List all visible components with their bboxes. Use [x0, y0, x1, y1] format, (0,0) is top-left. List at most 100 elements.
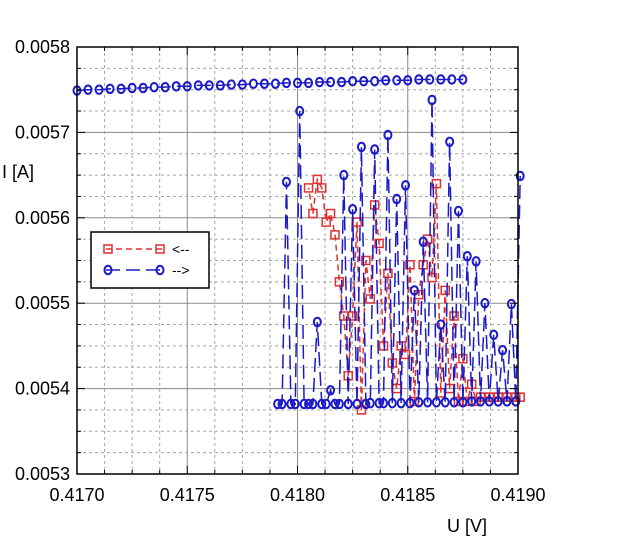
legend-label: <--	[172, 241, 190, 257]
data-point	[281, 176, 291, 188]
data-point	[418, 236, 428, 247]
data-point	[348, 204, 358, 215]
data-point	[321, 217, 331, 227]
data-point	[299, 398, 309, 410]
y-tick-label: 0.0054	[15, 379, 70, 399]
y-tick-label: 0.0056	[15, 208, 70, 228]
series-1	[72, 74, 468, 96]
data-point	[431, 178, 442, 189]
data-point	[312, 316, 322, 328]
data-point	[427, 94, 437, 106]
data-point	[440, 397, 450, 408]
data-point	[498, 344, 508, 356]
data-point	[326, 76, 336, 88]
data-point	[423, 397, 433, 408]
data-point	[396, 341, 406, 351]
data-point	[409, 285, 419, 296]
data-point	[396, 397, 406, 409]
data-point	[337, 76, 347, 88]
data-point	[361, 255, 371, 266]
data-point	[248, 78, 258, 89]
x-tick-label: 0.4180	[270, 485, 325, 505]
y-tick-label: 0.0055	[15, 293, 70, 313]
series-line	[76, 78, 463, 92]
data-point	[303, 183, 314, 193]
legend: <-- -->	[90, 231, 210, 289]
data-point	[447, 74, 457, 85]
data-point	[403, 75, 413, 86]
x-tick-label: 0.4175	[160, 485, 215, 505]
data-point	[445, 136, 455, 147]
data-point	[427, 272, 437, 283]
data-point	[182, 81, 192, 92]
data-point	[365, 294, 376, 304]
x-axis-label: U [V]	[447, 516, 487, 536]
data-point	[116, 83, 126, 95]
data-point	[94, 84, 104, 95]
data-point	[270, 78, 280, 89]
data-point	[204, 80, 214, 91]
data-point	[339, 311, 349, 321]
data-point	[511, 396, 521, 407]
data-point	[436, 319, 446, 330]
data-point	[374, 238, 384, 249]
data-point	[467, 396, 477, 407]
data-point	[193, 80, 203, 91]
data-point	[138, 82, 148, 94]
data-point	[374, 397, 384, 409]
data-point	[440, 285, 450, 296]
data-point	[453, 205, 463, 217]
data-point	[83, 84, 93, 95]
data-point	[436, 74, 446, 85]
data-point	[308, 398, 318, 410]
data-point	[453, 396, 464, 407]
legend-marker	[155, 244, 165, 254]
data-point	[484, 396, 494, 407]
data-point	[315, 76, 325, 88]
data-point	[476, 396, 486, 407]
data-point	[273, 398, 283, 410]
data-point	[378, 397, 388, 409]
data-point	[414, 397, 424, 408]
y-tick-label: 0.0057	[15, 122, 70, 142]
y-tick-label: 0.0053	[15, 464, 70, 484]
data-point	[383, 268, 393, 279]
x-tick-label: 0.4170	[49, 485, 104, 505]
data-point	[480, 298, 490, 309]
data-point	[348, 75, 358, 87]
data-point	[401, 180, 411, 191]
data-point	[506, 298, 516, 310]
data-point	[330, 230, 340, 240]
data-point	[392, 193, 402, 205]
data-point	[383, 129, 393, 141]
data-point	[259, 78, 269, 89]
data-point	[431, 397, 441, 408]
data-point	[458, 353, 468, 364]
data-point	[449, 397, 459, 408]
data-point	[458, 74, 468, 85]
data-point	[317, 398, 327, 410]
data-point	[293, 77, 302, 89]
x-tick-label: 0.4190	[490, 485, 545, 505]
data-point	[370, 75, 380, 87]
data-point	[359, 75, 369, 87]
data-point	[356, 141, 366, 153]
data-point	[330, 398, 340, 410]
axis-ticks: 0.4170 0.4175 0.4180 0.4185 0.4190 0.0053 0.00…	[15, 37, 546, 505]
series-line	[277, 99, 521, 405]
series-2	[273, 94, 525, 410]
data-point	[215, 80, 225, 91]
legend-box	[90, 231, 210, 289]
data-point	[105, 83, 115, 95]
legend-marker	[103, 264, 113, 276]
legend-marker	[103, 244, 113, 254]
y-axis-label: I [A]	[2, 162, 34, 182]
data-point	[414, 74, 424, 85]
data-point	[334, 398, 344, 410]
data-point	[304, 398, 314, 410]
data-point	[515, 170, 525, 182]
data-point	[308, 208, 318, 219]
data-point	[378, 341, 389, 351]
data-point	[471, 256, 481, 267]
data-point	[425, 74, 435, 85]
